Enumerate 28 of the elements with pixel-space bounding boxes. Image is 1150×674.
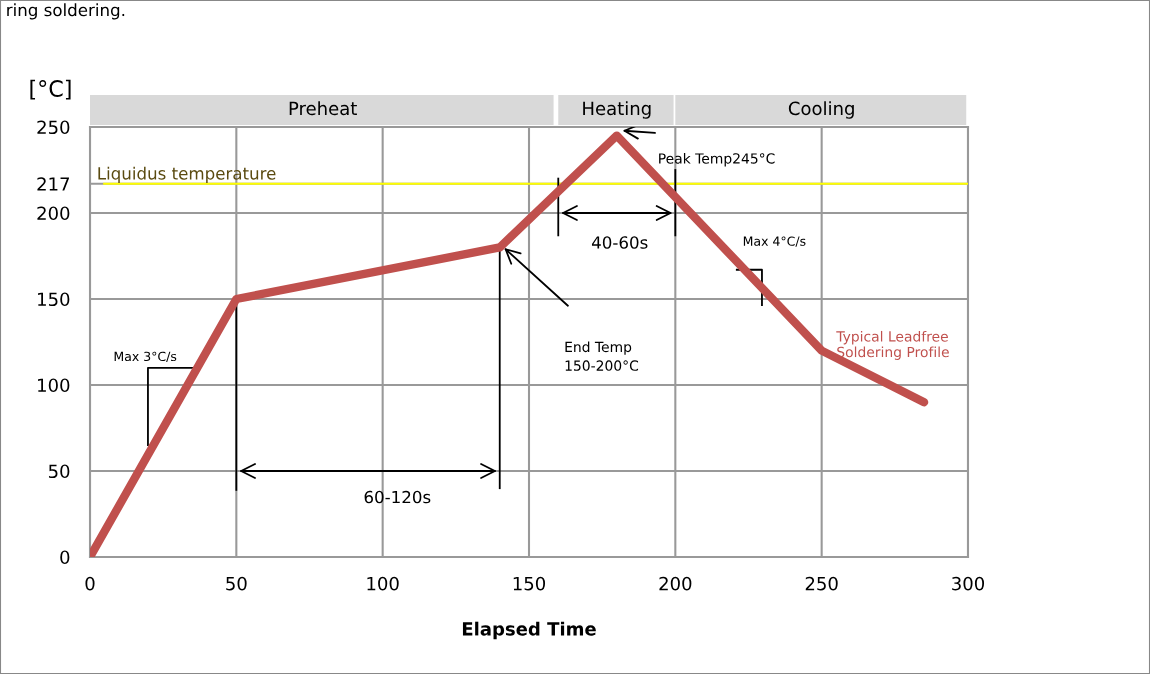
y-axis-title: [°C] [30,79,71,100]
y-tick-label: 150 [38,292,70,307]
text: Heating [583,101,651,119]
series-label: Typical Leadfree Soldering Profile [836,330,949,360]
annotation: 60-120s [364,490,431,504]
ref-line-label: Liquidus temperature [98,166,276,183]
y-tick-label: 250 [37,120,70,135]
y-tick-label: 50 [48,464,70,479]
text: Cooling [788,101,854,119]
x-tick-label: 200 [659,576,692,591]
annotation: End Temp 150-200°C [565,341,639,371]
y-tick-label: 200 [37,206,70,221]
annotation: Peak Temp245°C [659,152,775,167]
x-axis-title: Elapsed Time [462,621,596,640]
y-tick-label: 100 [38,378,70,393]
x-tick-label: 50 [226,576,247,591]
x-tick-label: 300 [952,576,985,591]
text: ring soldering. [7,3,125,20]
y-tick-label: 0 [60,550,70,565]
x-tick-label: 250 [805,576,838,591]
annotation: Max 3°C/s [114,351,177,363]
x-tick-label: 100 [367,576,399,591]
annotation: Max 4°C/s [743,236,806,247]
y-tick-label: 217 [37,177,70,191]
x-tick-label: 0 [85,576,95,591]
annotation: 40-60s [591,236,648,249]
text: Preheat [289,101,357,116]
x-tick-label: 150 [513,576,546,591]
